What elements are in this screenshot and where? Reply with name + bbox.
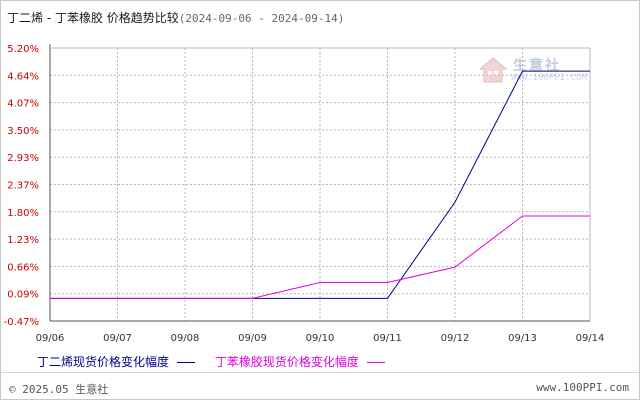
legend: 丁二烯现货价格变化幅度 丁苯橡胶现货价格变化幅度 xyxy=(37,353,401,370)
legend-swatch-series-1 xyxy=(177,362,196,363)
y-tick-label: 4.07% xyxy=(7,99,39,110)
chart-title: 丁二烯 - 丁苯橡胶 价格趋势比较 xyxy=(7,11,179,25)
footer-divider xyxy=(1,372,639,373)
legend-item-series-2: 丁苯橡胶现货价格变化幅度 xyxy=(215,353,385,370)
x-tick-label: 09/11 xyxy=(373,333,402,344)
y-tick-label: 3.50% xyxy=(7,126,39,137)
x-tick-label: 09/06 xyxy=(36,333,65,344)
legend-label-series-2: 丁苯橡胶现货价格变化幅度 xyxy=(214,355,359,369)
x-tick-label: 09/08 xyxy=(171,333,200,344)
legend-item-series-1: 丁二烯现货价格变化幅度 xyxy=(37,353,196,370)
y-tick-label: 0.66% xyxy=(7,262,39,273)
watermark-url: WWW.100PPI.COM xyxy=(511,73,587,83)
x-tick-label: 09/10 xyxy=(306,333,335,344)
x-axis-ticks: 09/06 09/07 09/08 09/09 09/10 09/11 09/12 09/13… xyxy=(36,333,605,344)
series-line-2 xyxy=(50,215,590,299)
series-lines xyxy=(50,70,590,299)
x-tick-label: 09/14 xyxy=(576,333,605,344)
chart-title-row: 丁二烯 - 丁苯橡胶 价格趋势比较(2024-09-06 - 2024-09-1… xyxy=(7,9,344,26)
axes xyxy=(49,44,591,322)
y-tick-label: 1.23% xyxy=(7,235,39,246)
watermark-brand: 生意社 xyxy=(513,58,561,74)
y-tick-label: -0.47% xyxy=(4,317,39,328)
y-tick-label: 1.80% xyxy=(7,208,39,219)
x-tick-label: 09/12 xyxy=(441,333,470,344)
y-tick-label: 2.93% xyxy=(7,153,39,164)
line-chart: 5.20% 4.64% 4.07% 3.50% 2.93% 2.37% 1.80% 1.23%… xyxy=(4,44,605,344)
x-tick-label: 09/07 xyxy=(103,333,132,344)
footer-copyright: © 2025.05 生意社 xyxy=(9,383,109,396)
y-tick-label: 2.37% xyxy=(7,181,39,192)
house-logo-icon xyxy=(479,57,507,83)
y-axis-ticks: 5.20% 4.64% 4.07% 3.50% 2.93% 2.37% 1.80% 1.23%… xyxy=(4,44,39,328)
watermark: 生意社 WWW.100PPI.COM xyxy=(479,55,587,89)
footer-site-link[interactable]: www.100PPI.com xyxy=(536,381,629,394)
x-tick-label: 09/13 xyxy=(508,333,537,344)
legend-swatch-series-2 xyxy=(366,362,385,363)
chart-date-range: (2024-09-06 - 2024-09-14) xyxy=(178,12,345,25)
y-tick-label: 5.20% xyxy=(7,44,39,55)
x-tick-label: 09/09 xyxy=(238,333,267,344)
grid-lines xyxy=(50,48,590,321)
legend-label-series-1: 丁二烯现货价格变化幅度 xyxy=(37,355,170,369)
y-tick-label: 4.64% xyxy=(7,71,39,82)
y-tick-label: 0.09% xyxy=(7,290,39,301)
